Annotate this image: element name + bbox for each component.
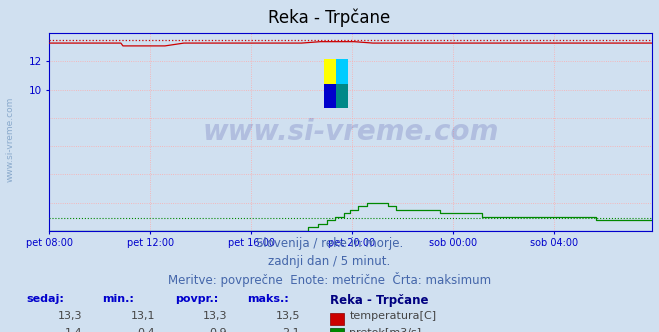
Text: zadnji dan / 5 minut.: zadnji dan / 5 minut. (268, 255, 391, 268)
Text: 13,3: 13,3 (58, 311, 82, 321)
Text: 13,1: 13,1 (130, 311, 155, 321)
Bar (324, 59, 336, 84)
Text: povpr.:: povpr.: (175, 294, 218, 304)
Text: 13,5: 13,5 (275, 311, 300, 321)
Text: Reka - Trpčane: Reka - Trpčane (330, 294, 428, 307)
Bar (336, 59, 348, 84)
Text: Reka - Trpčane: Reka - Trpčane (268, 8, 391, 27)
Text: maks.:: maks.: (247, 294, 289, 304)
Text: sedaj:: sedaj: (26, 294, 64, 304)
Text: 2,1: 2,1 (282, 328, 300, 332)
Text: pretok[m3/s]: pretok[m3/s] (349, 328, 421, 332)
Bar (336, 84, 348, 108)
Text: min.:: min.: (102, 294, 134, 304)
Text: www.si-vreme.com: www.si-vreme.com (203, 118, 499, 146)
Text: 1,4: 1,4 (65, 328, 82, 332)
Text: Slovenija / reke in morje.: Slovenija / reke in morje. (256, 237, 403, 250)
Text: 0,9: 0,9 (210, 328, 227, 332)
Text: Meritve: povprečne  Enote: metrične  Črta: maksimum: Meritve: povprečne Enote: metrične Črta:… (168, 272, 491, 287)
Text: 0,4: 0,4 (137, 328, 155, 332)
Text: 13,3: 13,3 (203, 311, 227, 321)
Text: temperatura[C]: temperatura[C] (349, 311, 436, 321)
Bar (324, 84, 336, 108)
Text: www.si-vreme.com: www.si-vreme.com (5, 97, 14, 182)
